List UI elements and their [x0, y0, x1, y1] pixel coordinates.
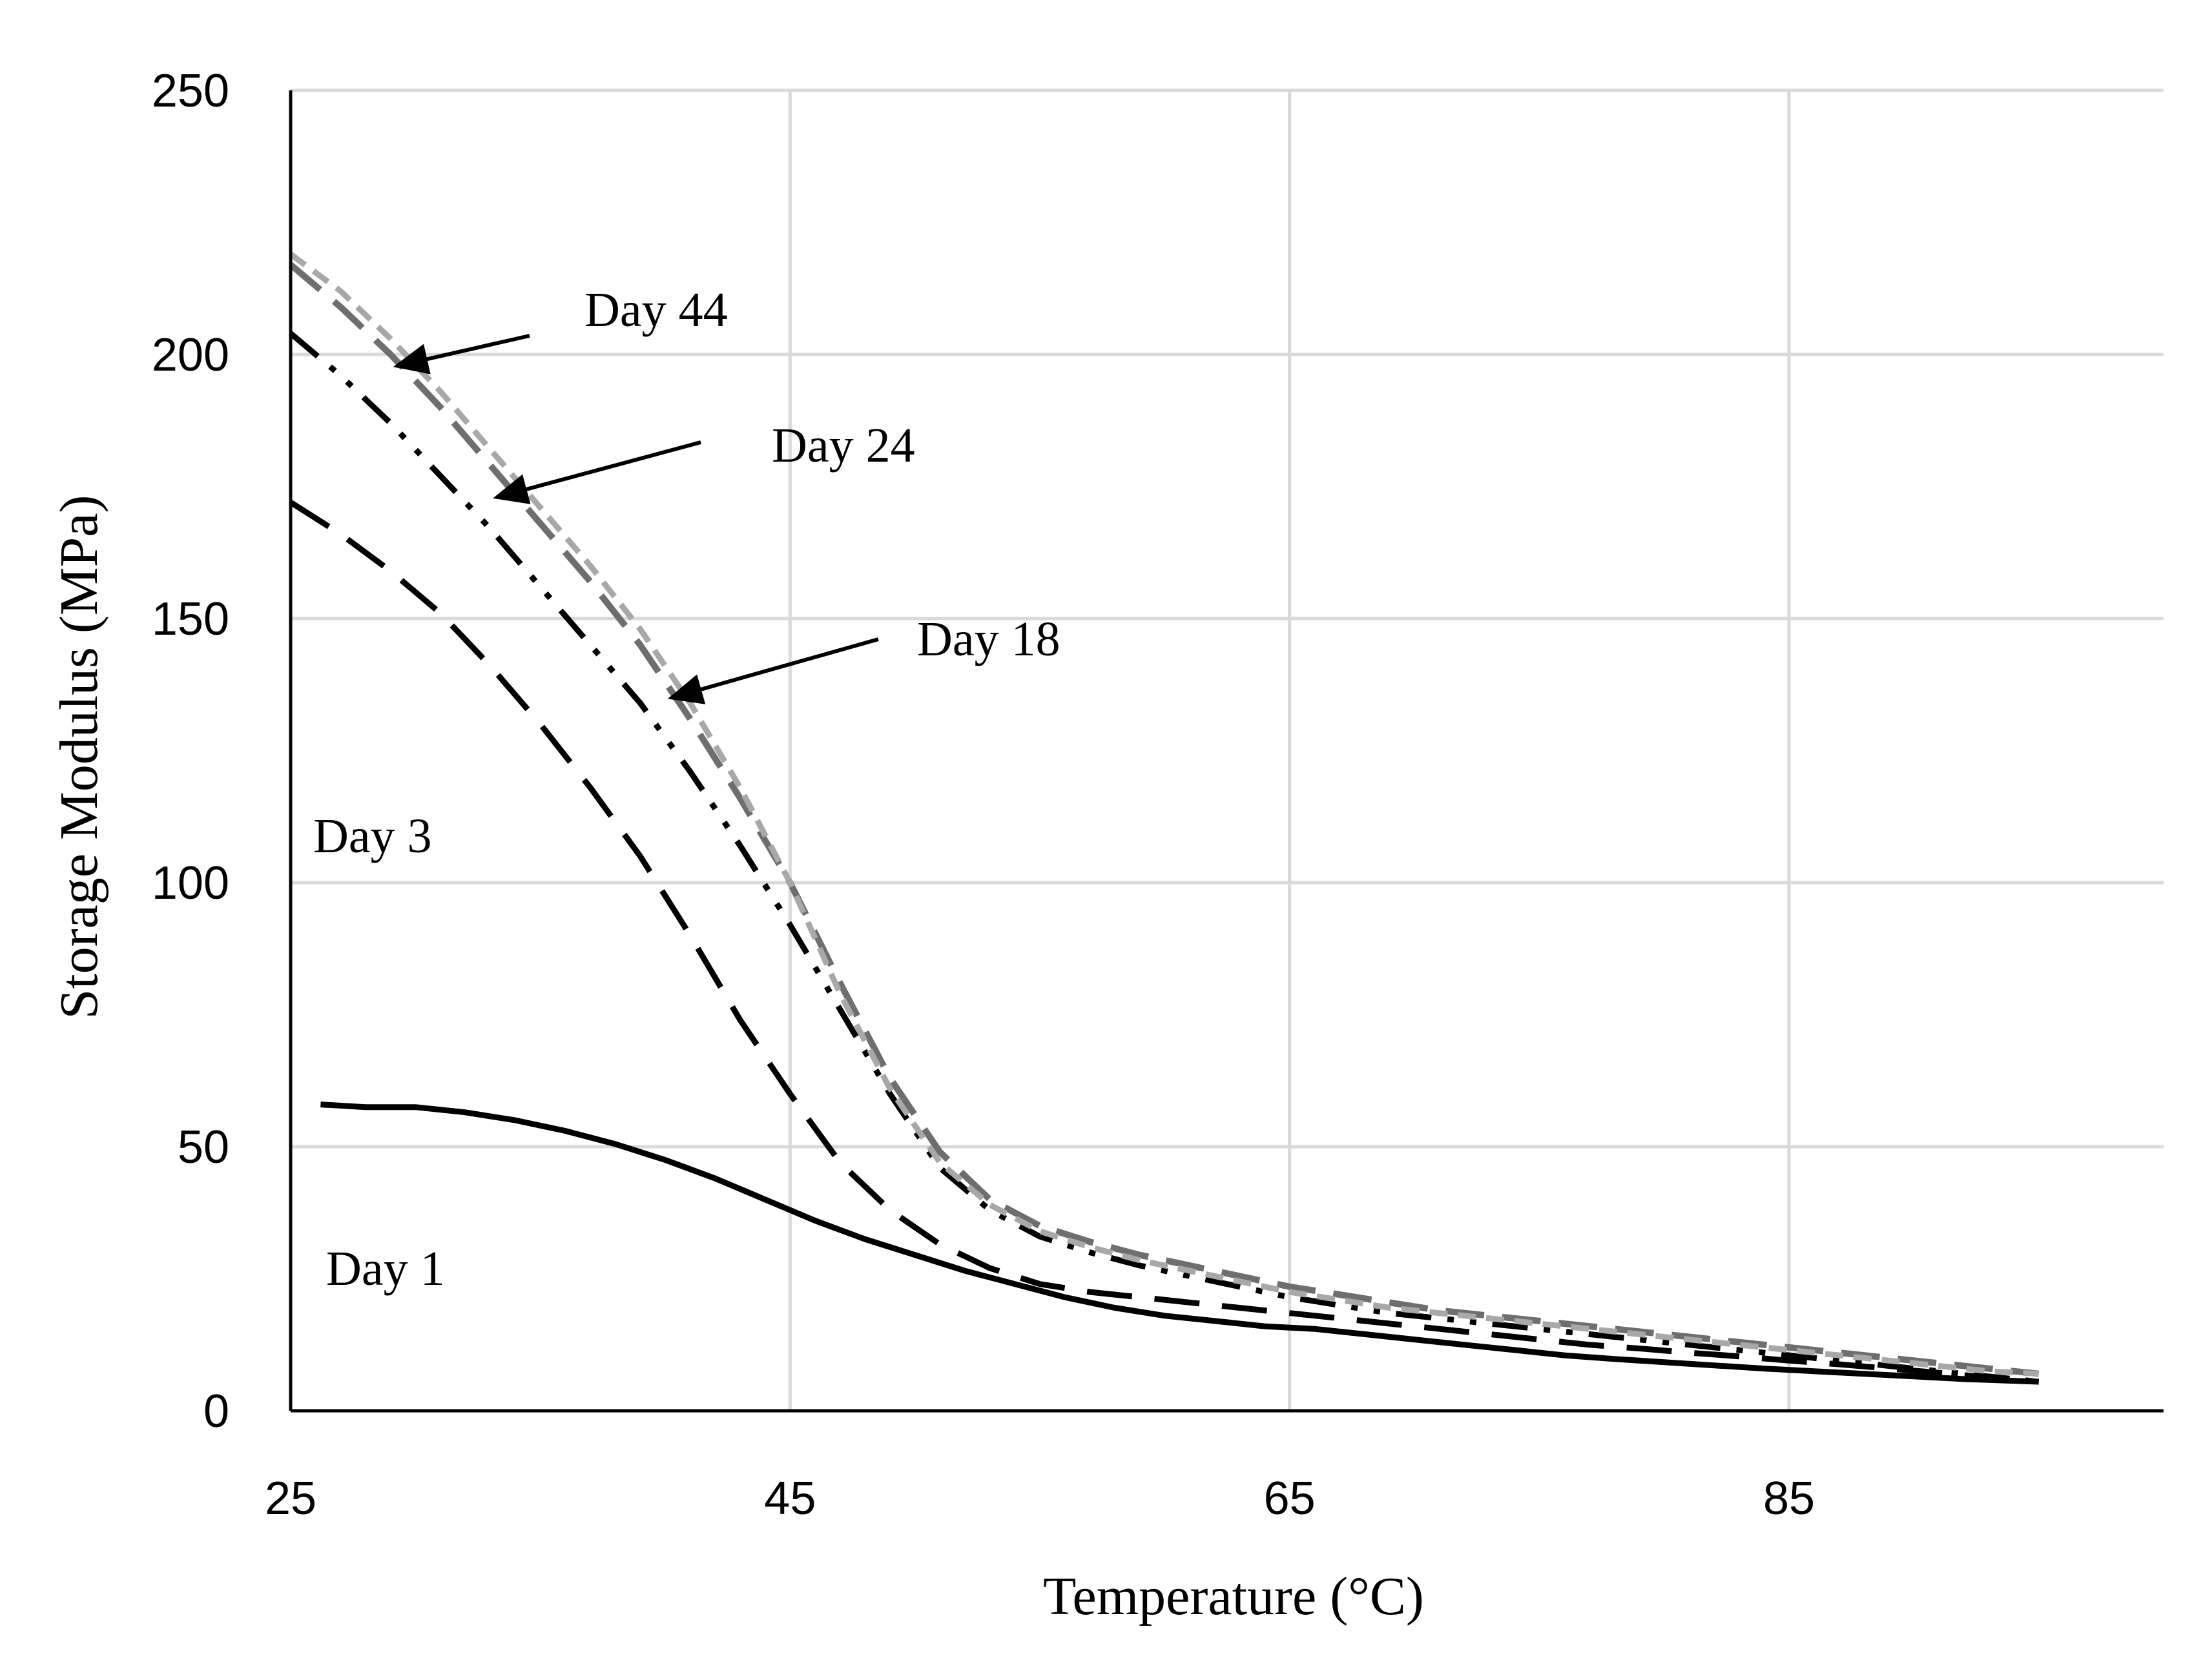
y-tick-label: 100: [152, 857, 229, 909]
y-tick-label: 150: [152, 593, 229, 645]
annotation-day-44: Day 44: [584, 283, 728, 337]
series-line-day-24: [288, 262, 2040, 1377]
x-tick-label: 65: [1264, 1473, 1316, 1524]
y-tick-label: 0: [203, 1386, 229, 1437]
arrow-day-44: [393, 334, 530, 374]
annotations: Day 44 Day 24 Day 18 Day 3 Day 1: [313, 283, 1060, 1296]
x-tick-label: 45: [764, 1473, 816, 1524]
tick-labels: 0 50 100 150 200 250 25 45 65 85: [152, 65, 1815, 1524]
y-tick-label: 250: [152, 65, 229, 117]
annotation-day-1: Day 1: [326, 1242, 445, 1296]
x-tick-label: 85: [1763, 1473, 1815, 1524]
y-tick-label: 50: [178, 1122, 229, 1173]
series-lines: [288, 251, 2040, 1385]
series-line-day-1: [320, 1102, 2039, 1385]
annotation-day-18: Day 18: [917, 612, 1060, 666]
series-line-day-3: [289, 500, 2040, 1385]
arrow-day-18: [667, 637, 879, 704]
axes: [289, 90, 2164, 1413]
annotation-day-24: Day 24: [772, 418, 915, 473]
y-axis-title: Storage Modulus (MPa): [49, 495, 109, 1020]
series-line-day-44: [289, 251, 2039, 1377]
arrow-day-24: [493, 440, 701, 504]
series-line-day-18: [289, 331, 2040, 1385]
x-axis-title: Temperature (°C): [1043, 1566, 1424, 1626]
annotation-day-3: Day 3: [313, 809, 432, 863]
y-tick-label: 200: [152, 329, 229, 381]
gridlines: [291, 88, 2164, 1411]
x-tick-label: 25: [265, 1473, 316, 1524]
